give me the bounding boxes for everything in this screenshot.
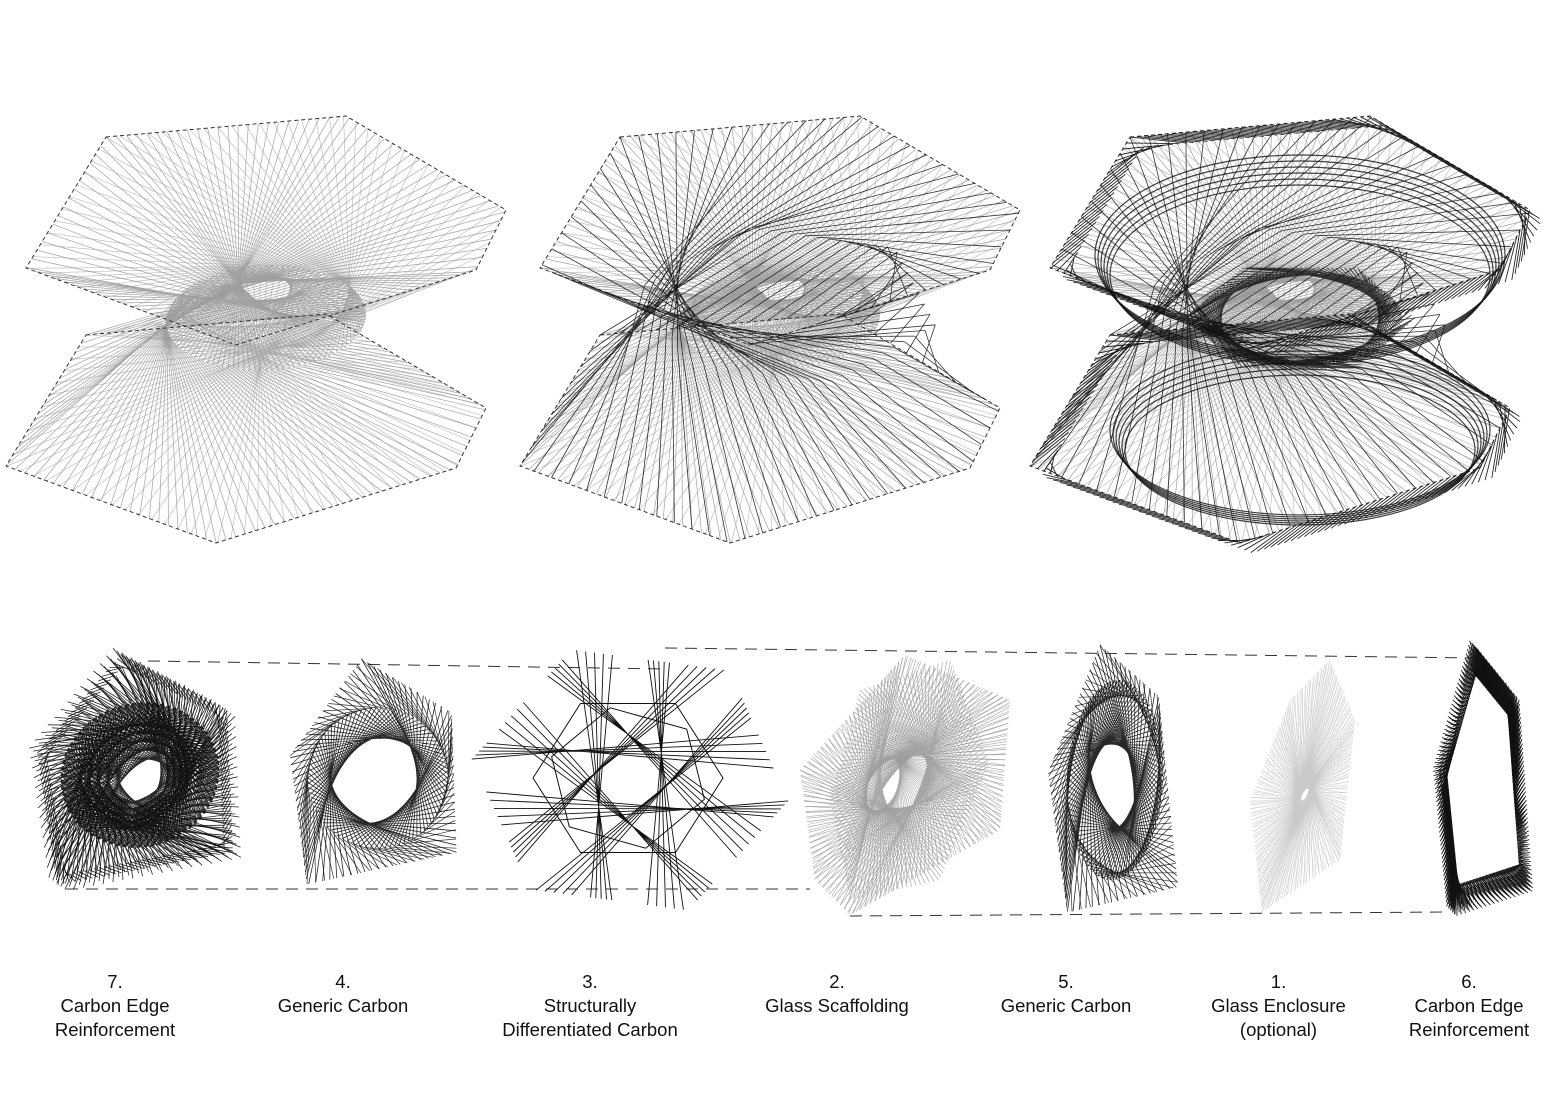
layer-title-1-line-1: Glass Enclosure: [1211, 995, 1346, 1016]
fiber-bundle: [535, 697, 752, 896]
layer-label-7: 7. Carbon Edge Reinforcement: [40, 970, 190, 1042]
alignment-line: [147, 660, 666, 670]
layer-label-4: 4. Generic Carbon: [263, 970, 423, 1018]
carbon-fibers-cross: [289, 658, 457, 885]
layer-number-7: 7.: [107, 971, 123, 992]
layer-number-1: 1.: [1270, 971, 1287, 992]
carbon-fibers: [1048, 644, 1178, 912]
lower-fiber-field: [5, 265, 486, 543]
upper-fiber-field: [26, 116, 506, 371]
layer-label-3: 3. Structurally Differentiated Carbon: [490, 970, 690, 1042]
layer-label-6: 6. Carbon Edge Reinforcement: [1398, 970, 1540, 1042]
lower-fiber-field: [519, 265, 1000, 543]
layer-2-glass-scaffolding: [799, 655, 1010, 915]
exploded-layers-row: [29, 640, 1534, 917]
layer-number-4: 4.: [335, 971, 351, 992]
layer-label-2: 2. Glass Scaffolding: [752, 970, 922, 1018]
layer-number-6: 6.: [1461, 971, 1477, 992]
edge-bands: [37, 653, 233, 885]
upper-frame-outline: [539, 115, 1021, 346]
carbon-bundle-lower: [521, 228, 999, 542]
assembly-stage-3: [1029, 115, 1541, 553]
assembly-stage-1: [5, 115, 507, 544]
carbon-fibers-cross: [1048, 644, 1178, 912]
layer-1-glass-enclosure: [1250, 659, 1356, 912]
alignment-line: [849, 911, 1451, 917]
layer-4-generic-carbon: [289, 658, 457, 885]
layer-6-carbon-edge-reinforcement: [1433, 640, 1534, 916]
edge-reinforcement-upper: [1050, 115, 1541, 355]
fiber-bundle: [547, 659, 762, 858]
inner-ring: [551, 707, 705, 849]
layer-title-1-line-2: (optional): [1239, 1019, 1318, 1040]
layer-title-2-line-1: Glass Scaffolding: [765, 995, 909, 1016]
alignment-line: [664, 647, 1479, 659]
layer-title-6-line-1: Carbon Edge: [1414, 995, 1524, 1016]
layer-title-7-line-1: Carbon Edge: [60, 995, 170, 1016]
lower-fiber-field-cross: [6, 265, 483, 543]
upper-frame-outline: [25, 115, 507, 346]
layer-5-generic-carbon: [1048, 644, 1178, 912]
layer-title-3-line-1: Structurally: [543, 995, 637, 1016]
layer-title-7-line-2: Reinforcement: [54, 1019, 176, 1040]
fiber-bundle: [471, 734, 774, 769]
layer-7-carbon-edge-reinforcement: [29, 647, 242, 890]
layer-number-3: 3.: [582, 971, 598, 992]
layer-title-6-line-2: Reinforcement: [1408, 1019, 1530, 1040]
layer-3-structurally-differentiated-carbon: [471, 650, 789, 910]
upper-fiber-field-cross: [26, 116, 503, 371]
edge-fibers: [45, 659, 242, 890]
layer-label-1: 1. Glass Enclosure (optional): [1196, 970, 1361, 1042]
carbon-ring: [1094, 154, 1506, 356]
assembly-stages-row: [5, 115, 1541, 553]
fiber-bundle: [508, 664, 725, 863]
assembly-stage-2: [519, 115, 1021, 544]
carbon-bundle-lower: [1031, 228, 1509, 542]
carbon-ring: [1112, 350, 1488, 518]
carbon-ring: [1100, 166, 1500, 360]
layer-label-5: 5. Generic Carbon: [986, 970, 1146, 1018]
fiber-bundle: [498, 702, 713, 901]
lower-frame-outline: [519, 313, 1001, 544]
inner-collar: [1184, 267, 1416, 369]
carbon-fibers: [290, 658, 457, 885]
layer-number-2: 2.: [829, 971, 845, 992]
lower-frame-outline: [5, 313, 487, 544]
carbon-ring: [1109, 184, 1491, 366]
lower-fiber-field: [1029, 265, 1510, 543]
layer-number-5: 5.: [1058, 971, 1074, 992]
layer-title-4-line-1: Generic Carbon: [277, 995, 409, 1016]
layer-title-3-line-2: Differentiated Carbon: [502, 1019, 678, 1040]
carbon-ring: [1121, 368, 1479, 524]
carbon-ring: [1115, 356, 1485, 520]
edge-fibers: [1440, 648, 1534, 916]
glass-fibers-cross: [1250, 659, 1355, 912]
layer-title-5-line-1: Generic Carbon: [1000, 995, 1132, 1016]
glass-core-fibers: [799, 656, 1010, 914]
